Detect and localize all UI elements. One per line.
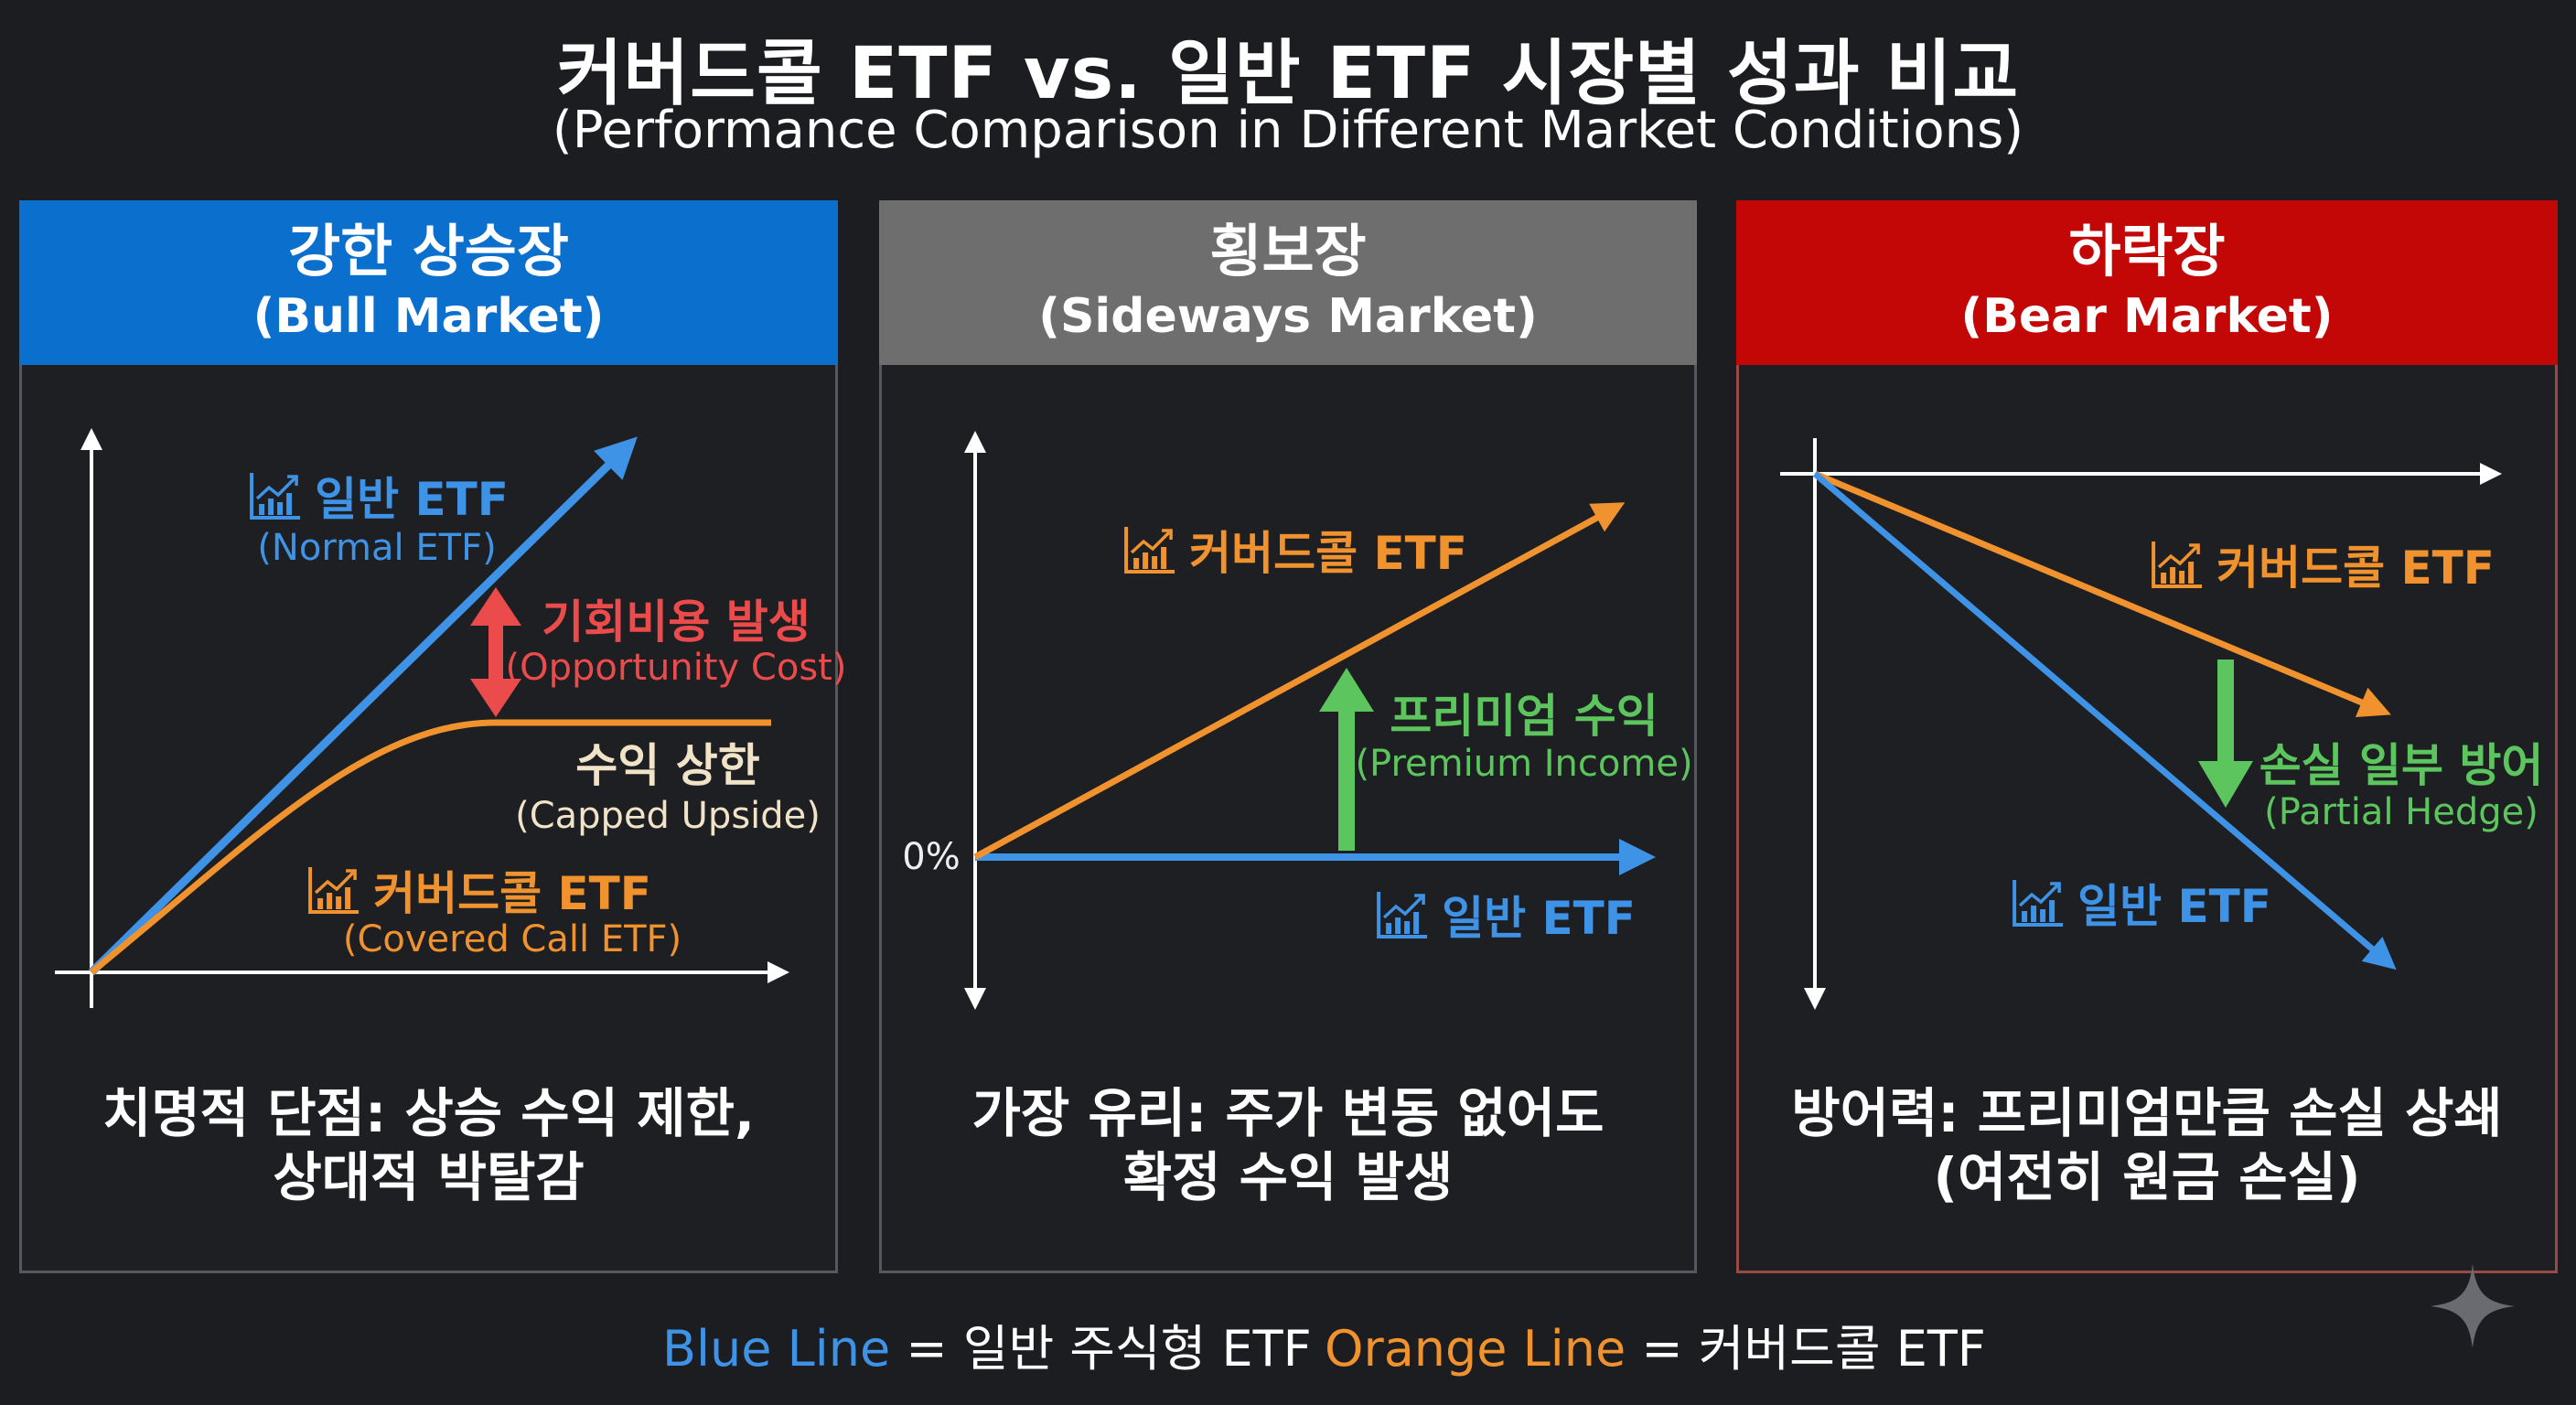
premium-income-sublabel: (Premium Income) bbox=[1355, 743, 1693, 785]
sideways-market-header: 횡보장 (Sideways Market) bbox=[879, 200, 1697, 365]
chart-icon bbox=[307, 865, 360, 915]
capped-upside-label: 수익 상한 bbox=[575, 739, 760, 792]
covered-call-line bbox=[1813, 470, 2391, 718]
chart-icon bbox=[2012, 878, 2065, 928]
opportunity-cost-sublabel: (Opportunity Cost) bbox=[505, 647, 847, 689]
normal-etf-sublabel: (Normal ETF) bbox=[257, 527, 497, 569]
sideways-title-en: (Sideways Market) bbox=[1038, 289, 1538, 344]
bull-title-ko: 강한 상승장 bbox=[288, 218, 569, 284]
opportunity-cost-label: 기회비용 발생 bbox=[542, 595, 810, 649]
normal-etf-label: 일반 ETF bbox=[249, 463, 509, 529]
covered-call-label: 커버드콜 ETF bbox=[307, 857, 651, 923]
covered-call-label: 커버드콜 ETF bbox=[1123, 517, 1467, 583]
legend-blue: Blue Line = 일반 주식형 ETF bbox=[662, 1308, 1312, 1380]
bull-chart bbox=[55, 428, 789, 1008]
bear-title-en: (Bear Market) bbox=[1960, 289, 2334, 344]
bull-title-en: (Bull Market) bbox=[252, 289, 605, 344]
sparkle-icon bbox=[2430, 1263, 2516, 1349]
capped-upside-sublabel: (Capped Upside) bbox=[515, 795, 821, 837]
premium-income-arrow-icon bbox=[1319, 668, 1374, 851]
normal-etf-label: 일반 ETF bbox=[2012, 870, 2271, 936]
normal-etf-line bbox=[1812, 471, 2397, 971]
covered-call-sublabel: (Covered Call ETF) bbox=[342, 918, 682, 960]
legend-blue-value: = 일반 주식형 ETF bbox=[906, 1320, 1312, 1378]
chart-icon bbox=[1376, 890, 1429, 939]
partial-hedge-arrow-icon bbox=[2198, 660, 2253, 808]
covered-call-line bbox=[973, 502, 1626, 861]
sideways-market-panel: 횡보장 (Sideways Market) 0% 커버드콜 ETF 프리미엄 수… bbox=[879, 200, 1697, 1273]
bull-market-header: 강한 상승장 (Bull Market) bbox=[19, 200, 838, 365]
bear-title-ko: 하락장 bbox=[2068, 218, 2226, 284]
premium-income-label: 프리미엄 수익 bbox=[1390, 690, 1658, 743]
bull-summary: 치명적 단점: 상승 수익 제한, 상대적 박탈감 bbox=[102, 1082, 755, 1208]
partial-hedge-label: 손실 일부 방어 bbox=[2259, 739, 2544, 792]
legend-orange-key: Orange Line bbox=[1325, 1320, 1626, 1378]
covered-call-line bbox=[89, 719, 771, 975]
bear-market-panel: 하락장 (Bear Market) 커버드콜 ETF 손실 일부 방어 (Par… bbox=[1736, 200, 2558, 1273]
bear-market-header: 하락장 (Bear Market) bbox=[1736, 200, 2558, 365]
legend-blue-key: Blue Line bbox=[662, 1320, 891, 1378]
page-title: 커버드콜 ETF vs. 일반 ETF 시장별 성과 비교 bbox=[556, 33, 2020, 115]
zero-percent-label: 0% bbox=[902, 836, 961, 878]
chart-icon bbox=[2151, 540, 2204, 589]
sideways-chart bbox=[964, 431, 1656, 1010]
bear-summary: 방어력: 프리미엄만큼 손실 상쇄 (여전히 원금 손실) bbox=[1791, 1082, 2503, 1208]
normal-etf-line bbox=[88, 436, 638, 976]
legend-orange: Orange Line = 커버드콜 ETF bbox=[1325, 1308, 1986, 1380]
legend-orange-value: = 커버드콜 ETF bbox=[1641, 1320, 1986, 1378]
bear-chart bbox=[1780, 438, 2502, 1010]
opportunity-cost-arrow-icon bbox=[470, 587, 521, 717]
sideways-summary: 가장 유리: 주가 변동 없어도 확정 수익 발생 bbox=[971, 1082, 1605, 1208]
bull-market-panel: 강한 상승장 (Bull Market) 일반 ETF (Normal ETF)… bbox=[19, 200, 846, 1273]
sideways-title-ko: 횡보장 bbox=[1209, 218, 1367, 284]
chart-icon bbox=[249, 471, 302, 520]
partial-hedge-sublabel: (Partial Hedge) bbox=[2264, 791, 2538, 833]
covered-call-label: 커버드콜 ETF bbox=[2151, 531, 2495, 597]
page-subtitle: (Performance Comparison in Different Mar… bbox=[552, 101, 2024, 160]
chart-icon bbox=[1123, 525, 1176, 574]
normal-etf-label: 일반 ETF bbox=[1376, 882, 1636, 948]
